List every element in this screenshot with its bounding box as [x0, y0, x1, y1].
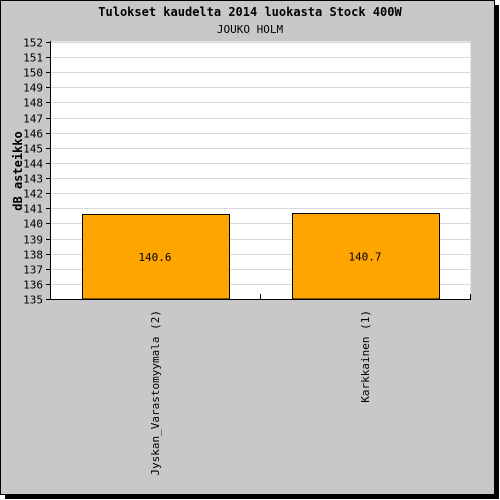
- y-tick-label: 145: [23, 143, 43, 156]
- y-axis-ticks: 135 136 137 138 139 140 141 142 143 144 145 146 147 1…: [23, 37, 50, 307]
- y-tick-label: 152: [23, 37, 43, 50]
- y-tick-label: 146: [23, 128, 43, 141]
- y-tick-label: 147: [23, 113, 43, 126]
- bar: [292, 213, 440, 300]
- y-axis-label: dB asteikko: [11, 131, 25, 210]
- y-tick-label: 151: [23, 52, 43, 65]
- y-tick-label: 148: [23, 97, 43, 110]
- y-tick-label: 136: [23, 279, 43, 292]
- y-tick-label: 135: [23, 294, 43, 307]
- x-tick-label: Karkkainen (1): [359, 310, 372, 403]
- bar-value-label: 140.6: [138, 251, 171, 264]
- y-tick-label: 141: [23, 203, 43, 216]
- bar: [82, 214, 230, 300]
- y-tick-label: 149: [23, 82, 43, 95]
- y-tick-label: 150: [23, 67, 43, 80]
- y-tick-label: 144: [23, 158, 43, 171]
- bars: 140.6 140.7: [82, 213, 440, 300]
- y-tick-label: 140: [23, 218, 43, 231]
- x-tick-label: Jyskan_Varastomyymala (2): [149, 310, 162, 476]
- bar-value-label: 140.7: [348, 250, 381, 263]
- y-tick-label: 143: [23, 173, 43, 186]
- chart-subtitle: JOUKO HOLM: [217, 23, 284, 36]
- x-axis-labels: Jyskan_Varastomyymala (2) Karkkainen (1): [149, 294, 471, 476]
- y-tick-label: 142: [23, 188, 43, 201]
- y-tick-label: 138: [23, 249, 43, 262]
- y-tick-label: 137: [23, 264, 43, 277]
- y-tick-label: 139: [23, 234, 43, 247]
- chart-title: Tulokset kaudelta 2014 luokasta Stock 40…: [98, 5, 402, 19]
